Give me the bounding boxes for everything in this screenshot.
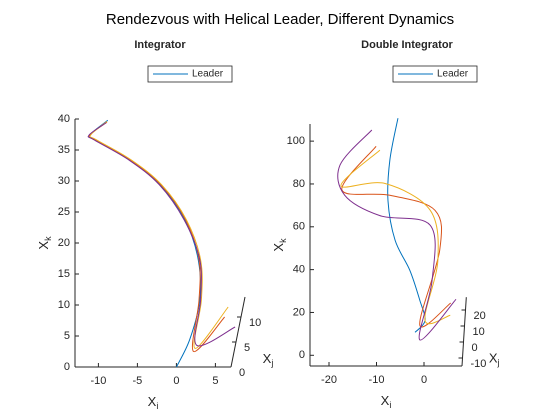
x-tick-label: -5 [133,375,143,387]
trajectory [341,145,452,328]
y-tick-label: 10 [249,317,261,329]
axis-label-sub: i [389,400,391,410]
subplot-title: Double Integrator [361,39,453,51]
y-tick-label: 0 [472,342,478,354]
z-tick-label: 100 [287,135,305,147]
axis-label-base: X [36,241,51,250]
axis-label-base: X [271,243,286,252]
axis-label: Xk [36,236,53,250]
trajectory [87,122,236,347]
axis-label-base: X [148,394,157,409]
trajectory [337,129,457,341]
axis-label: Xi [381,393,392,410]
z-tick-label: 20 [293,306,305,318]
y-tick-label: 0 [239,367,245,379]
z-tick-label: 30 [58,175,70,187]
axis-label-sub: j [270,358,273,368]
z-tick-label: 10 [58,299,70,311]
x-tick-label: -10 [90,375,106,387]
legend-label: Leader [192,69,224,80]
legend-box [392,65,478,83]
y-tick-label: 20 [474,310,486,322]
z-tick-label: 0 [299,349,305,361]
axis-label: Xj [263,351,274,368]
y-tick-label: 5 [244,342,250,354]
axis-label: Xk [271,238,288,252]
x-tick-label: -20 [321,374,337,386]
y-axis [230,296,246,368]
axis-label-sub: i [156,401,158,411]
y-tick-label: -10 [471,358,487,370]
axis-label-sub: k [278,238,288,243]
z-tick-label: 5 [64,330,70,342]
axis-label: Xi [148,394,159,411]
figure-title: Rendezvous with Helical Leader, Differen… [106,11,454,28]
x-tick-label: 0 [421,374,427,386]
z-tick-label: 20 [58,237,70,249]
z-tick-label: 40 [58,113,70,125]
x-tick-label: -10 [369,374,385,386]
z-tick-label: 35 [58,144,70,156]
axis-label-base: X [489,351,498,366]
subplot-title: Integrator [134,39,186,51]
z-tick-label: 0 [64,361,70,373]
legend-box [147,65,233,83]
z-tick-label: 40 [293,264,305,276]
z-tick-label: 25 [58,206,70,218]
axis-label-base: X [381,393,390,408]
z-tick-label: 80 [293,178,305,190]
axis-label-sub: k [43,236,53,241]
axis-label-sub: j [496,358,499,368]
x-tick-label: 0 [173,375,179,387]
axis-label-base: X [263,351,272,366]
z-tick-label: 60 [293,221,305,233]
axis-label: Xj [489,351,500,368]
trajectory [340,149,451,325]
y-tick-label: 10 [473,326,485,338]
x-tick-label: 5 [212,375,218,387]
z-tick-label: 15 [58,268,70,280]
y-axis [461,297,467,367]
legend-label: Leader [437,69,469,80]
